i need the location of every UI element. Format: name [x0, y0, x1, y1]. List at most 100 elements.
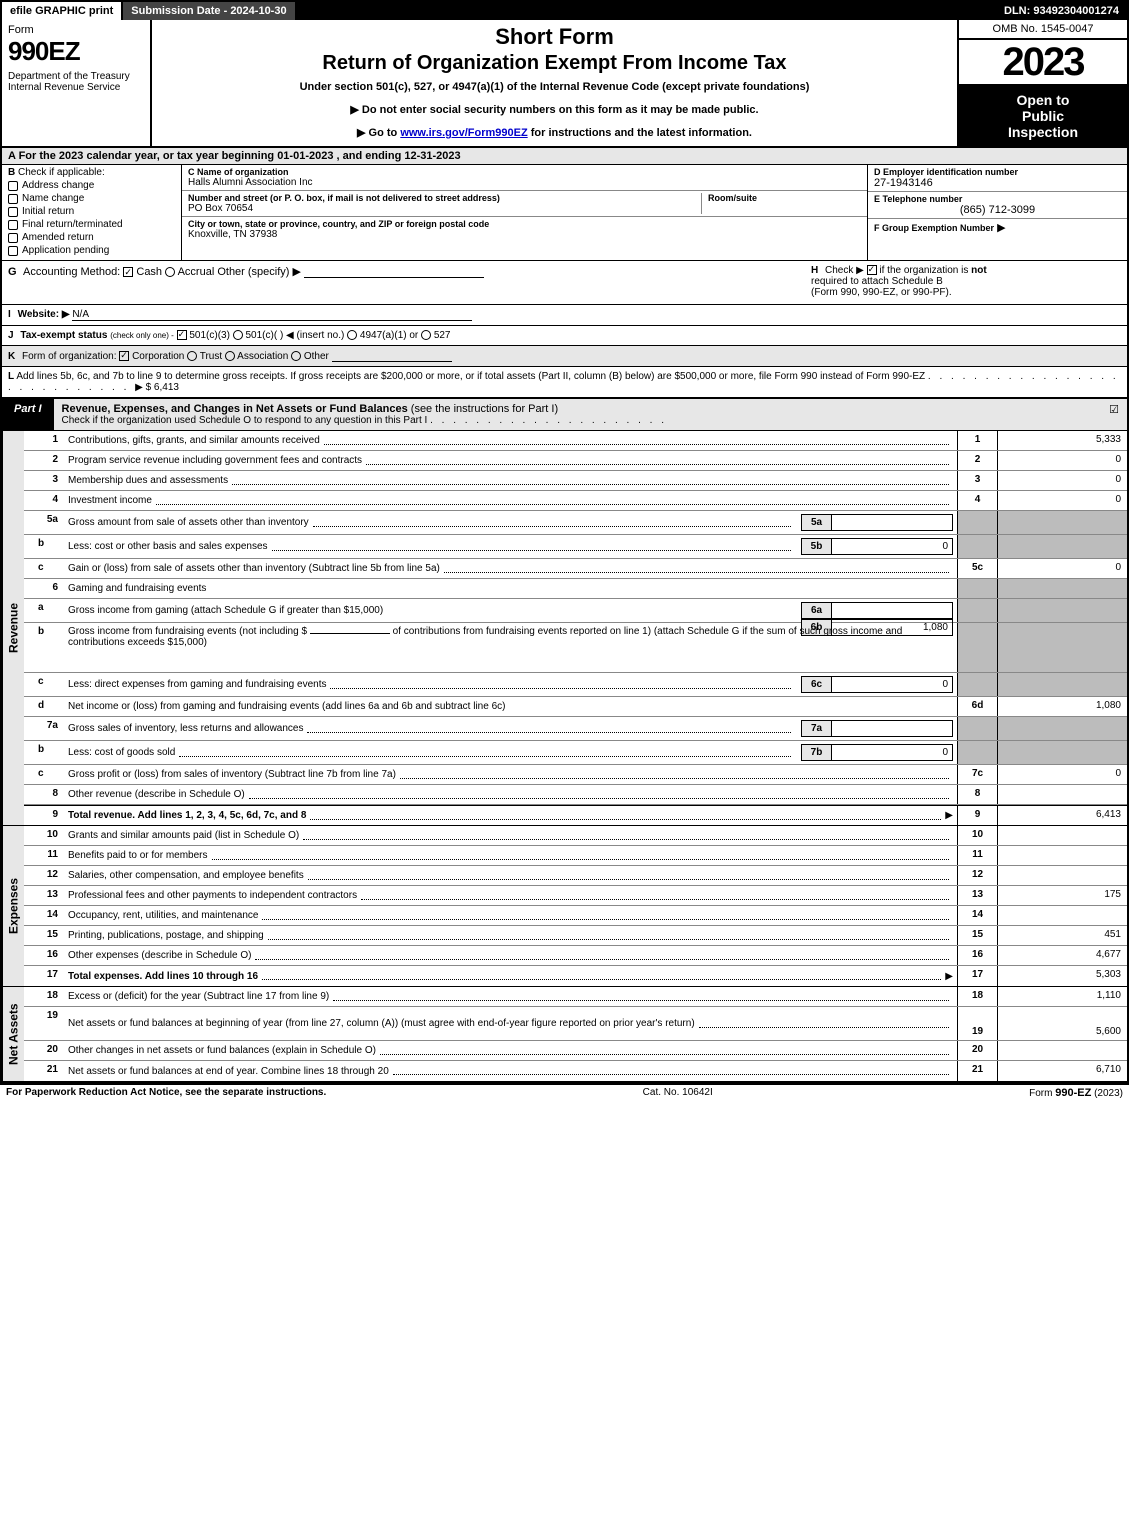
j-label: Tax-exempt status [20, 330, 107, 341]
checkbox-application-pending[interactable] [8, 246, 18, 256]
k-letter: K [8, 351, 15, 362]
checkbox-initial-return[interactable] [8, 207, 18, 217]
l14-num: 14 [24, 906, 64, 925]
l5a-val [997, 511, 1127, 534]
l5a-num: 5a [24, 511, 64, 534]
l12-num: 12 [24, 866, 64, 885]
l17-val: 5,303 [997, 966, 1127, 986]
k-other-blank[interactable] [332, 350, 452, 362]
l5c-desc: Gain or (loss) from sale of assets other… [68, 563, 440, 574]
l6d-val: 1,080 [997, 697, 1127, 716]
line-6c: c Less: direct expenses from gaming and … [24, 673, 1127, 697]
tax-year: 2023 [959, 40, 1127, 86]
l3-val: 0 [997, 471, 1127, 490]
checkbox-address-change[interactable] [8, 181, 18, 191]
l7c-rnum: 7c [957, 765, 997, 784]
l3-num: 3 [24, 471, 64, 490]
checkbox-association[interactable] [225, 351, 235, 361]
checkbox-trust[interactable] [187, 351, 197, 361]
part1-subnote: Check if the organization used Schedule … [62, 415, 1094, 426]
instr2-suffix: for instructions and the latest informat… [528, 127, 752, 139]
efile-print[interactable]: efile GRAPHIC print [2, 2, 123, 20]
checkbox-corporation[interactable] [119, 351, 129, 361]
footer-right: Form 990-EZ (2023) [1029, 1087, 1123, 1099]
checkbox-amended-return[interactable] [8, 233, 18, 243]
checkbox-other-org[interactable] [291, 351, 301, 361]
l6a-ibnum: 6a [802, 603, 832, 618]
opt-name-change: Name change [22, 193, 84, 204]
revenue-block: Revenue 1 Contributions, gifts, grants, … [2, 431, 1127, 826]
checkbox-cash[interactable] [123, 267, 133, 277]
footer-center: Cat. No. 10642I [643, 1087, 713, 1099]
l4-val: 0 [997, 491, 1127, 510]
c-room-label: Room/suite [708, 193, 861, 203]
c-name-label: C Name of organization [188, 167, 861, 177]
l6b-rnum [957, 623, 997, 672]
i-letter: I [8, 309, 11, 320]
l9-desc: Total revenue. Add lines 1, 2, 3, 4, 5c,… [68, 810, 306, 821]
j-opt1: 501(c)(3) [189, 330, 230, 341]
l7b-val [997, 741, 1127, 764]
g-other: Other (specify) ▶ [217, 266, 301, 278]
l6c-ibval: 0 [832, 677, 952, 692]
line-5a: 5a Gross amount from sale of assets othe… [24, 511, 1127, 535]
l19-rnum: 19 [957, 1007, 997, 1040]
part1-subnote-text: Check if the organization used Schedule … [62, 415, 428, 426]
k-assoc: Association [237, 351, 288, 362]
l5c-num: c [24, 559, 64, 578]
department: Department of the Treasury Internal Reve… [8, 71, 144, 93]
checkbox-501c[interactable] [233, 330, 243, 340]
l6-desc: Gaming and fundraising events [68, 583, 206, 594]
part1-title: Revenue, Expenses, and Changes in Net As… [54, 399, 1102, 430]
checkbox-h[interactable] [867, 265, 877, 275]
l17-arrow: ▶ [945, 971, 953, 982]
checkbox-name-change[interactable] [8, 194, 18, 204]
line-12: 12 Salaries, other compensation, and emp… [24, 866, 1127, 886]
checkbox-501c3[interactable] [177, 330, 187, 340]
l11-rnum: 11 [957, 846, 997, 865]
submission-date: Submission Date - 2024-10-30 [123, 2, 296, 20]
g-other-blank[interactable] [304, 266, 484, 278]
l7a-desc: Gross sales of inventory, less returns a… [68, 723, 303, 734]
part1-check[interactable]: ☑ [1101, 399, 1127, 430]
opt-address-change: Address change [22, 180, 94, 191]
l15-desc: Printing, publications, postage, and shi… [68, 930, 264, 941]
l10-desc: Grants and similar amounts paid (list in… [68, 830, 299, 841]
l19-desc: Net assets or fund balances at beginning… [68, 1018, 695, 1029]
l2-rnum: 2 [957, 451, 997, 470]
l1-rnum: 1 [957, 431, 997, 450]
checkbox-4947[interactable] [347, 330, 357, 340]
l6a-desc: Gross income from gaming (attach Schedul… [68, 605, 383, 616]
checkbox-527[interactable] [421, 330, 431, 340]
irs-link[interactable]: www.irs.gov/Form990EZ [400, 127, 527, 139]
line-6b: b Gross income from fundraising events (… [24, 623, 1127, 673]
section-a: A For the 2023 calendar year, or tax yea… [2, 148, 1127, 165]
part1-header: Part I Revenue, Expenses, and Changes in… [2, 399, 1127, 431]
g-letter: G [8, 266, 17, 278]
section-l: L Add lines 5b, 6c, and 7b to line 9 to … [2, 367, 1127, 399]
l7a-rnum [957, 717, 997, 740]
f-arrow: ▶ [997, 222, 1005, 234]
line-4: 4 Investment income 4 0 [24, 491, 1127, 511]
i-label: Website: ▶ [18, 309, 70, 320]
l18-val: 1,110 [997, 987, 1127, 1006]
part1-tag: Part I [2, 399, 54, 430]
l14-val [997, 906, 1127, 925]
public: Public [963, 108, 1123, 124]
opt-amended-return: Amended return [22, 232, 94, 243]
l17-rnum: 17 [957, 966, 997, 986]
opt-application-pending: Application pending [22, 245, 109, 256]
l6c-num: c [24, 673, 64, 696]
b-letter: B [8, 167, 15, 178]
checkbox-final-return[interactable] [8, 220, 18, 230]
l6b-blank[interactable] [310, 633, 390, 634]
c-name-value: Halls Alumni Association Inc [188, 177, 861, 188]
l-value: ▶ $ 6,413 [135, 382, 179, 393]
side-net-assets: Net Assets [2, 987, 24, 1081]
l6b-val [997, 623, 1127, 672]
l1-desc: Contributions, gifts, grants, and simila… [68, 435, 320, 446]
checkbox-accrual[interactable] [165, 267, 175, 277]
l16-desc: Other expenses (describe in Schedule O) [68, 950, 251, 961]
l11-num: 11 [24, 846, 64, 865]
k-label: Form of organization: [22, 351, 117, 362]
